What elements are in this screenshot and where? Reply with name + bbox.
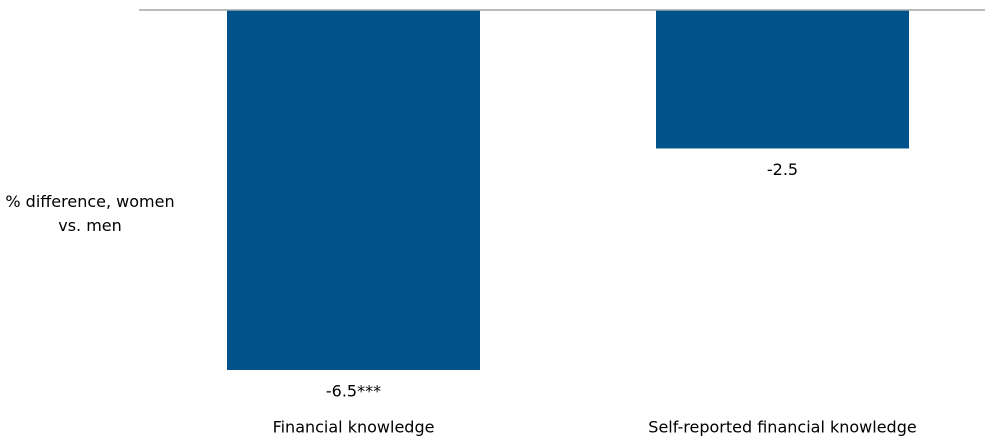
data-label: -2.5 (767, 160, 798, 179)
y-axis-label: % difference, women vs. men (5, 192, 175, 235)
bar (656, 10, 909, 149)
bar (227, 10, 480, 370)
data-label: -6.5*** (326, 382, 381, 401)
x-tick-label: Self-reported financial knowledge (648, 418, 916, 437)
x-tick-label: Financial knowledge (273, 418, 435, 437)
